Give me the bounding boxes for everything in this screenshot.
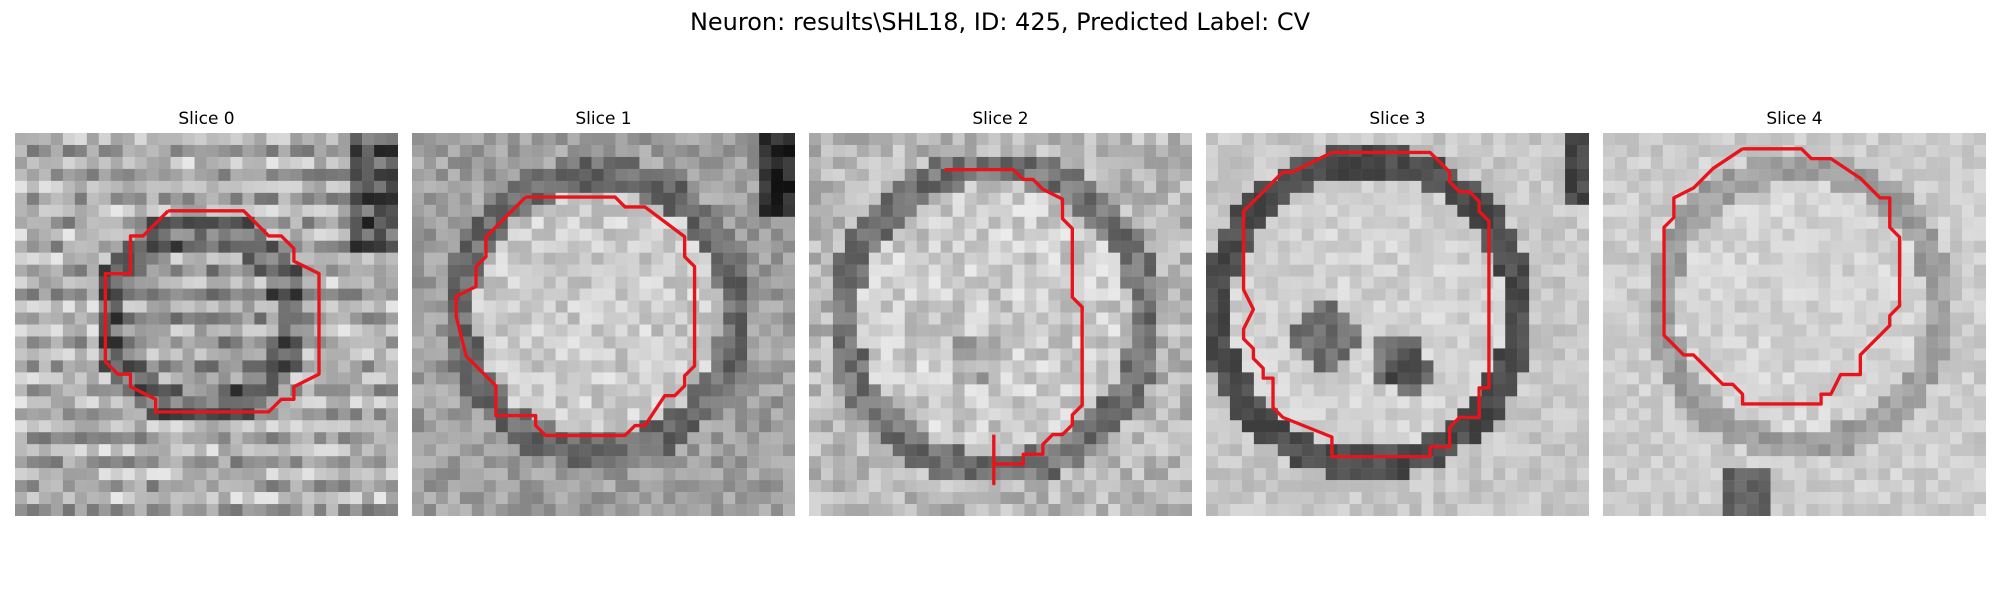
slice-panel-4: Slice 4 [1603, 108, 1986, 516]
segmentation-contour [1662, 147, 1902, 406]
slice-image-0 [15, 133, 398, 516]
slice-panel-2: Slice 2 [809, 108, 1192, 516]
slice-panel-0: Slice 0 [15, 108, 398, 516]
segmentation-contour [103, 209, 321, 414]
slice-image-2 [809, 133, 1192, 516]
slice-title: Slice 4 [1766, 109, 1823, 129]
slice-panel-1: Slice 1 [412, 108, 795, 516]
slice-title: Slice 2 [972, 109, 1029, 129]
slice-title: Slice 3 [1369, 109, 1426, 129]
segmentation-contour [944, 167, 1084, 486]
segmentation-contour [1241, 150, 1491, 459]
figure-title: Neuron: results\SHL18, ID: 425, Predicte… [689, 8, 1311, 36]
segmentation-contour [454, 195, 697, 438]
slice-image-3 [1206, 133, 1589, 516]
slice-image-1 [412, 133, 795, 516]
slice-title: Slice 1 [575, 109, 632, 129]
slice-panel-3: Slice 3 [1206, 108, 1589, 516]
slice-image-4 [1603, 133, 1986, 516]
slice-title: Slice 0 [178, 109, 235, 129]
